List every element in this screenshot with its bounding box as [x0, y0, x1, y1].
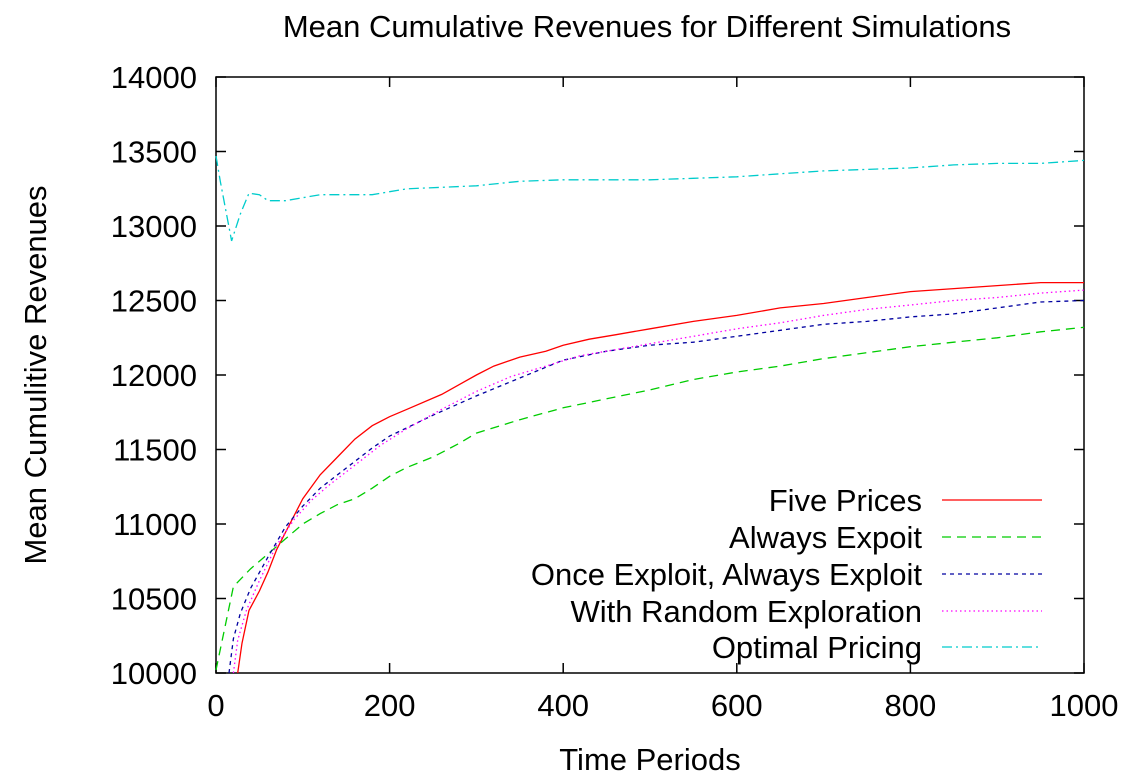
y-axis-label: Mean Cumulitive Revenues [18, 185, 53, 564]
y-tick-label: 12500 [111, 284, 197, 319]
series-line-5 [215, 155, 1085, 242]
legend-label: Optimal Pricing [712, 630, 922, 665]
series-line-4 [232, 289, 1085, 674]
y-tick-label: 13000 [111, 209, 197, 244]
y-tick-label: 11000 [113, 507, 197, 542]
legend-label: Five Prices [769, 483, 922, 518]
x-tick-label: 0 [207, 688, 224, 723]
y-tick-label: 13500 [111, 135, 197, 170]
y-tick-label: 11500 [113, 433, 197, 468]
y-tick-label: 14000 [111, 60, 197, 95]
x-axis-label: Time Periods [559, 742, 740, 777]
x-tick-label: 600 [711, 688, 763, 723]
legend-label: With Random Exploration [571, 594, 923, 629]
y-tick-label: 10000 [111, 656, 197, 691]
x-tick-label: 200 [364, 688, 416, 723]
x-tick-label: 1000 [1050, 688, 1119, 723]
series-line-1 [237, 281, 1084, 674]
series-line-2 [215, 326, 1085, 671]
x-tick-label: 400 [537, 688, 589, 723]
y-tick-label: 12000 [111, 358, 197, 393]
series-lines [215, 155, 1085, 674]
chart-title: Mean Cumulative Revenues for Different S… [283, 9, 1011, 44]
y-tick-label: 10500 [111, 582, 197, 617]
series-line-3 [228, 299, 1085, 674]
legend-label: Always Expoit [729, 520, 922, 555]
x-tick-label: 800 [885, 688, 937, 723]
legend-label: Once Exploit, Always Exploit [531, 557, 923, 592]
axis-ticks: 0 200 400 600 800 1000 10000 10500 11000 11500 120… [111, 60, 1119, 723]
